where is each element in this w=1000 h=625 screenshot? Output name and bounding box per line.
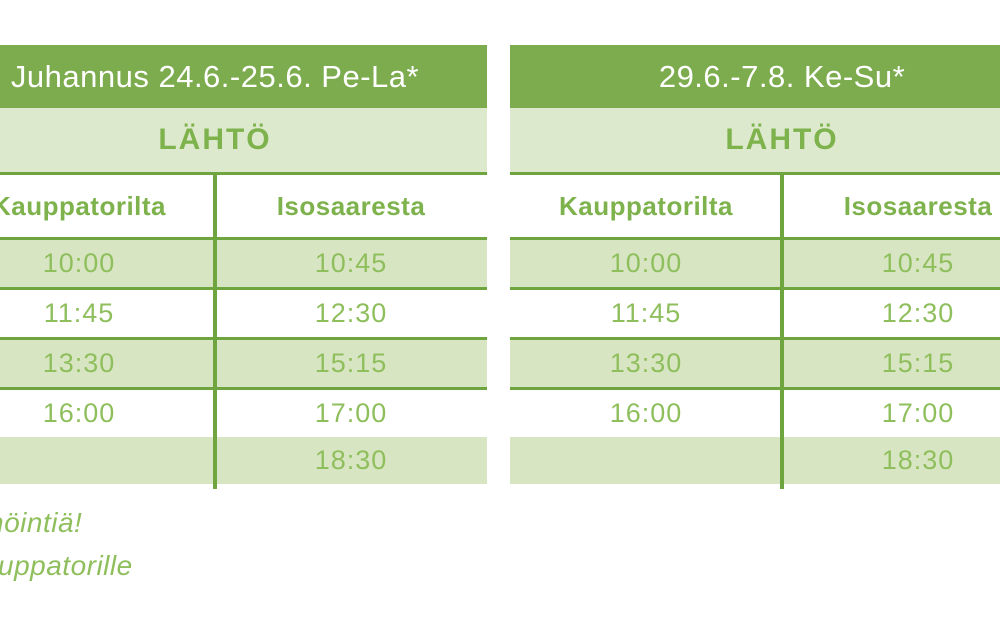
footnote-line-2: uppatorille bbox=[0, 550, 133, 581]
time-cell: 18:30 bbox=[314, 445, 388, 475]
time-cell: 15:15 bbox=[881, 348, 955, 378]
time-cell: 10:45 bbox=[314, 248, 388, 278]
time-cell: 10:00 bbox=[609, 248, 683, 278]
column-header-kauppatorilta: Kauppatorilta bbox=[0, 190, 167, 221]
column-divider-line bbox=[780, 175, 784, 489]
table-row: 11:45 12:30 bbox=[0, 290, 487, 340]
time-cell: 11:45 bbox=[43, 298, 115, 328]
table-subheader: LÄHTÖ bbox=[510, 108, 1000, 175]
table-row: 13:30 15:15 bbox=[510, 340, 1000, 390]
time-cell: 17:00 bbox=[314, 398, 388, 428]
table-row: 16:00 17:00 bbox=[0, 390, 487, 437]
footnote-line-1: nöintiä! bbox=[0, 507, 83, 538]
table-row: 10:00 10:45 bbox=[510, 240, 1000, 290]
table-title: 29.6.-7.8. Ke-Su* bbox=[510, 45, 1000, 108]
time-cell: 10:45 bbox=[881, 248, 955, 278]
column-header-row: Kauppatorilta Isosaaresta bbox=[0, 175, 487, 240]
time-cell: 13:30 bbox=[42, 348, 116, 378]
time-cell: 15:15 bbox=[314, 348, 388, 378]
time-cell: 10:00 bbox=[42, 248, 116, 278]
table-row: 11:45 12:30 bbox=[510, 290, 1000, 340]
timetable-summer: 29.6.-7.8. Ke-Su* LÄHTÖ Kauppatorilta Is… bbox=[510, 45, 1000, 489]
table-row: 18:30 bbox=[510, 437, 1000, 484]
table-row: 13:30 15:15 bbox=[0, 340, 487, 390]
column-divider-line bbox=[213, 175, 217, 489]
column-header-isosaaresta: Isosaaresta bbox=[276, 190, 426, 221]
time-cell bbox=[510, 437, 782, 484]
table-row: 10:00 10:45 bbox=[0, 240, 487, 290]
time-cell: 12:30 bbox=[314, 298, 388, 328]
column-header-row: Kauppatorilta Isosaaresta bbox=[510, 175, 1000, 240]
column-header-isosaaresta: Isosaaresta bbox=[843, 190, 993, 221]
table-row: 18:30 bbox=[0, 437, 487, 484]
time-cell: 11:45 bbox=[610, 298, 682, 328]
time-cell: 12:30 bbox=[881, 298, 955, 328]
table-row: 16:00 17:00 bbox=[510, 390, 1000, 437]
time-cell: 16:00 bbox=[42, 398, 116, 428]
time-cell: 13:30 bbox=[609, 348, 683, 378]
time-cell bbox=[0, 437, 215, 484]
table-title: Juhannus 24.6.-25.6. Pe-La* bbox=[0, 45, 487, 108]
time-cell: 17:00 bbox=[881, 398, 955, 428]
time-cell: 16:00 bbox=[609, 398, 683, 428]
table-subheader: LÄHTÖ bbox=[0, 108, 487, 175]
column-header-kauppatorilta: Kauppatorilta bbox=[558, 190, 734, 221]
time-cell: 18:30 bbox=[881, 445, 955, 475]
timetable-juhannus: Juhannus 24.6.-25.6. Pe-La* LÄHTÖ Kauppa… bbox=[0, 45, 487, 489]
